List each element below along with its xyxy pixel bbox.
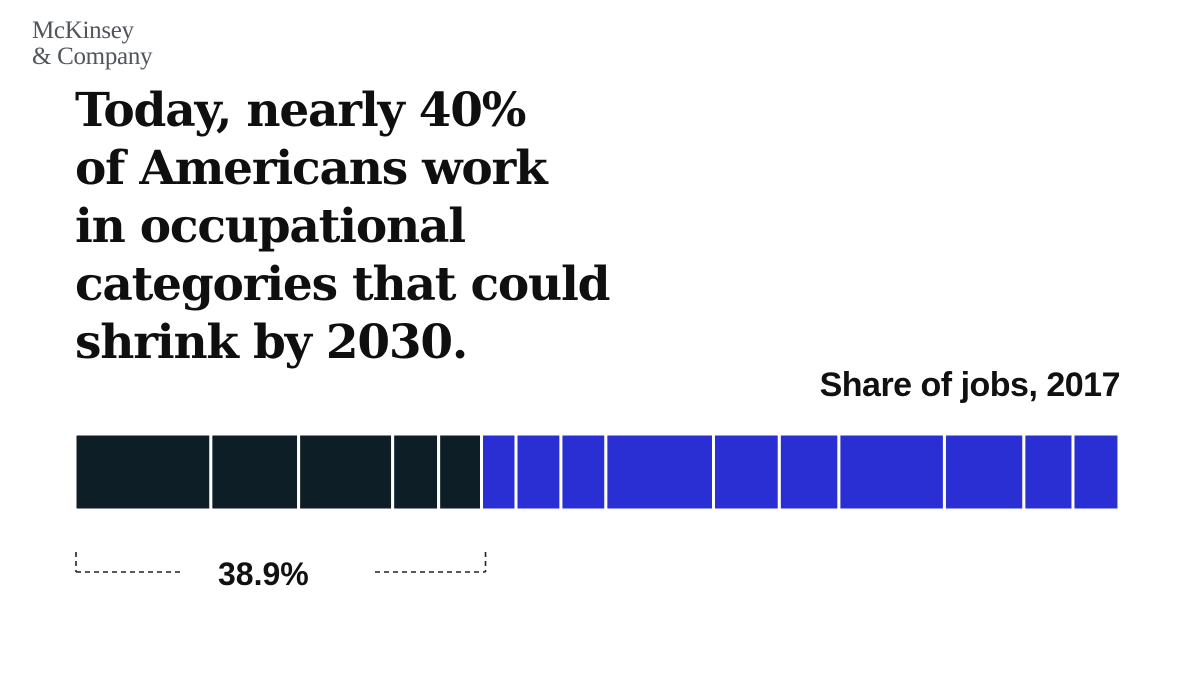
bar-segment-other-10 xyxy=(777,432,841,512)
bar-segment-other-8 xyxy=(604,432,715,512)
bar-segment-other-7 xyxy=(559,432,608,512)
chart-title: Share of jobs, 2017 xyxy=(819,366,1121,404)
logo-line-2: & Company xyxy=(32,43,153,70)
bar-segment-other-5 xyxy=(480,432,518,512)
bar-segment-shrinking-3 xyxy=(391,432,441,512)
bar-segment-other-6 xyxy=(514,432,563,512)
headline-line: categories that could xyxy=(75,257,611,312)
bar-segment-other-11 xyxy=(837,432,946,512)
bar-segment-shrinking-4 xyxy=(437,432,484,512)
bar-segment-other-14 xyxy=(1071,432,1121,512)
bar-segment-shrinking-1 xyxy=(209,432,301,512)
headline: Today, nearly 40% of Americans work in o… xyxy=(75,82,635,372)
bracket-label: 38.9% xyxy=(218,556,309,592)
headline-line: of Americans work xyxy=(75,141,548,196)
bar-segment-other-13 xyxy=(1022,432,1075,512)
company-logo: McKinsey & Company xyxy=(32,17,153,70)
headline-line: shrink by 2030. xyxy=(75,315,468,370)
headline-line: Today, nearly 40% xyxy=(75,83,526,138)
bar-segment-shrinking-0 xyxy=(73,432,213,512)
bar-segment-shrinking-2 xyxy=(297,432,395,512)
logo-line-1: McKinsey xyxy=(32,17,134,44)
bar-segment-other-12 xyxy=(942,432,1026,512)
bar-segment-other-9 xyxy=(711,432,781,512)
headline-line: in occupational xyxy=(75,199,466,254)
